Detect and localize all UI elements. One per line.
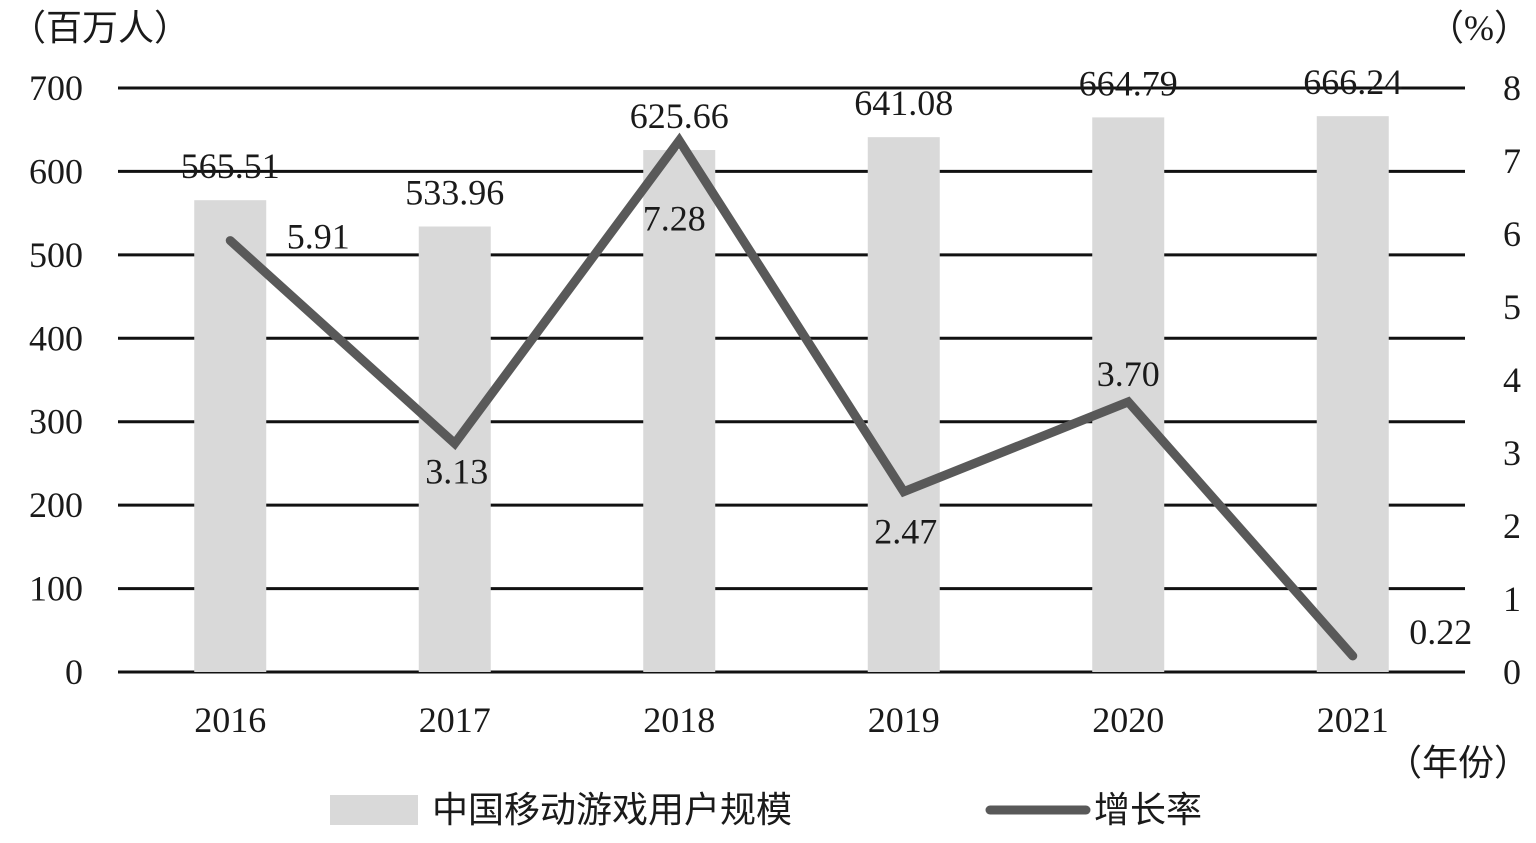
bar-value-label: 666.24 <box>1303 62 1402 102</box>
legend-bar-swatch <box>330 795 418 825</box>
line-value-label: 3.13 <box>425 452 488 492</box>
line-series <box>225 132 1358 661</box>
x-axis: 2016 2017 2018 2019 2020 2021 <box>194 700 1389 740</box>
bar-value-label: 641.08 <box>854 83 953 123</box>
x-tick-label: 2017 <box>419 700 491 740</box>
left-tick-label: 700 <box>29 68 83 108</box>
line-value-label: 3.70 <box>1097 354 1160 394</box>
x-tick-label: 2020 <box>1092 700 1164 740</box>
right-tick-label: 0 <box>1503 652 1521 692</box>
right-tick-label: 5 <box>1503 287 1521 327</box>
left-tick-label: 0 <box>65 652 83 692</box>
x-tick-label: 2016 <box>194 700 266 740</box>
x-axis-unit: （年份） <box>1386 743 1530 783</box>
line-point <box>902 490 905 493</box>
bar <box>1316 116 1389 673</box>
line-point <box>453 442 456 445</box>
bar-value-label: 533.96 <box>405 173 504 213</box>
legend: 中国移动游戏用户规模 增长率 <box>330 790 1202 830</box>
right-tick-label: 8 <box>1503 68 1521 108</box>
bar-value-label: 664.79 <box>1079 63 1178 103</box>
bar-value-label: 625.66 <box>630 96 729 136</box>
data-labels: 565.51 533.96 625.66 641.08 664.79 666.24 5.91… <box>181 62 1473 652</box>
right-axis-unit: （%） <box>1428 8 1530 48</box>
line-value-label: 2.47 <box>874 512 937 552</box>
right-axis: 0 1 2 3 4 5 6 7 8 <box>1503 68 1521 692</box>
growth-rate-line <box>225 132 1358 661</box>
x-tick-label: 2018 <box>643 700 715 740</box>
legend-bar-label: 中国移动游戏用户规模 <box>432 790 792 830</box>
x-tick-label: 2019 <box>868 700 940 740</box>
left-tick-label: 400 <box>29 318 83 358</box>
line-point <box>229 239 232 242</box>
line-value-label: 7.28 <box>643 199 706 239</box>
right-tick-label: 2 <box>1503 506 1521 546</box>
left-tick-label: 200 <box>29 485 83 525</box>
line-point <box>1351 654 1354 657</box>
left-tick-label: 100 <box>29 569 83 609</box>
line-point <box>1127 400 1130 403</box>
left-axis: 0 100 200 300 400 500 600 700 <box>29 68 83 692</box>
left-tick-label: 500 <box>29 235 83 275</box>
gridlines <box>118 86 1465 674</box>
left-tick-label: 600 <box>29 151 83 191</box>
left-tick-label: 300 <box>29 402 83 442</box>
bar-value-label: 565.51 <box>181 146 280 186</box>
line-point <box>678 139 681 142</box>
legend-line-label: 增长率 <box>1094 790 1202 830</box>
right-tick-label: 3 <box>1503 433 1521 473</box>
bar <box>194 200 267 673</box>
x-tick-label: 2021 <box>1317 700 1389 740</box>
right-tick-label: 6 <box>1503 214 1521 254</box>
right-tick-label: 1 <box>1503 579 1521 619</box>
bar <box>1092 117 1165 673</box>
left-axis-unit: （百万人） <box>10 8 190 48</box>
line-value-label: 5.91 <box>287 217 350 257</box>
right-tick-label: 7 <box>1503 141 1521 181</box>
right-tick-label: 4 <box>1503 360 1521 400</box>
bar <box>643 150 716 672</box>
bar <box>867 137 940 672</box>
line-value-label: 0.22 <box>1409 612 1472 652</box>
